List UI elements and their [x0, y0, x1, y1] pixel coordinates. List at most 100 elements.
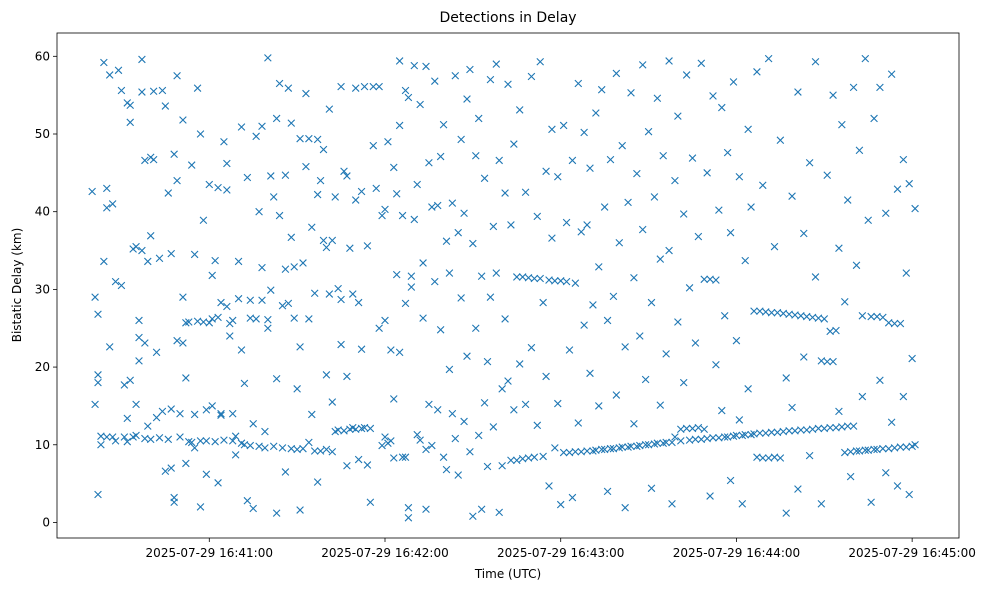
data-point [905, 179, 914, 188]
data-point [161, 467, 170, 475]
data-point [480, 174, 489, 183]
data-point [732, 431, 741, 440]
data-point [656, 255, 665, 263]
data-point [463, 95, 471, 103]
data-point [515, 106, 524, 114]
data-point [662, 350, 670, 358]
data-point [167, 464, 176, 472]
chart-title: Detections in Delay [439, 10, 576, 26]
data-point [392, 270, 401, 279]
data-point [266, 172, 275, 180]
data-point [325, 105, 334, 113]
data-point [832, 326, 840, 335]
data-point [881, 209, 890, 218]
data-point [357, 345, 366, 353]
data-point [375, 324, 383, 333]
data-point [799, 229, 808, 238]
data-point [269, 442, 278, 451]
data-point [838, 120, 846, 129]
data-point [729, 78, 738, 86]
data-point [100, 257, 108, 266]
data-point [305, 315, 313, 323]
data-point [510, 406, 518, 414]
data-point [732, 336, 741, 345]
data-point [559, 121, 568, 130]
data-point [726, 476, 735, 485]
data-point [398, 453, 407, 461]
data-point [363, 242, 372, 250]
data-point [395, 348, 404, 357]
data-point [214, 313, 222, 322]
data-point [325, 290, 334, 298]
data-point [164, 435, 173, 444]
data-point [633, 442, 641, 451]
data-point [843, 422, 852, 430]
data-point [483, 462, 492, 471]
data-point [428, 203, 436, 211]
data-point [363, 461, 372, 469]
data-point [249, 420, 258, 428]
data-point [217, 409, 225, 418]
data-point [243, 173, 252, 182]
data-point [589, 301, 597, 309]
data-point [416, 436, 424, 444]
data-point [594, 402, 603, 410]
data-point [351, 196, 360, 204]
data-point [430, 77, 439, 85]
data-point [876, 376, 884, 385]
data-point [671, 176, 679, 185]
data-point [179, 116, 187, 124]
data-point [580, 321, 588, 329]
data-point [495, 156, 504, 165]
data-point [744, 385, 752, 393]
data-point [553, 399, 562, 408]
data-point [849, 422, 858, 430]
data-point [858, 312, 867, 320]
data-point [586, 369, 594, 378]
data-point [896, 443, 905, 451]
data-point [738, 500, 747, 508]
data-point [460, 209, 468, 218]
data-point [223, 159, 231, 168]
data-point [665, 57, 673, 65]
data-point [193, 84, 202, 92]
x-axis-label: Time (UTC) [474, 567, 541, 581]
data-point [835, 407, 843, 416]
data-point [597, 445, 606, 454]
data-point [527, 72, 536, 81]
data-point [170, 498, 178, 507]
data-point [343, 461, 351, 470]
data-point [214, 479, 222, 487]
data-point [281, 468, 290, 476]
data-point [876, 83, 884, 92]
data-point [794, 485, 802, 493]
data-point [902, 269, 911, 277]
data-point [451, 434, 460, 443]
data-point [378, 441, 386, 450]
data-point [313, 135, 322, 144]
data-point [410, 215, 419, 224]
data-point [612, 391, 621, 399]
data-point [653, 94, 662, 103]
data-point [797, 426, 805, 434]
data-point [114, 66, 123, 75]
data-point [829, 91, 837, 99]
data-point [132, 242, 140, 251]
data-point [442, 237, 451, 246]
data-point [108, 200, 117, 208]
data-point [770, 242, 779, 251]
data-point [758, 454, 767, 462]
data-point [182, 374, 190, 382]
data-point [240, 379, 249, 388]
data-point [296, 134, 304, 143]
data-point [146, 231, 155, 240]
data-point [548, 125, 556, 134]
x-axis: 2025-07-29 16:41:00 2025-07-29 16:42:00 20… [146, 538, 976, 560]
data-point [682, 71, 691, 79]
data-point [205, 180, 214, 189]
data-point [507, 221, 515, 229]
data-point [553, 172, 562, 181]
data-point [143, 422, 152, 430]
data-point [284, 299, 293, 308]
data-point [340, 426, 348, 435]
